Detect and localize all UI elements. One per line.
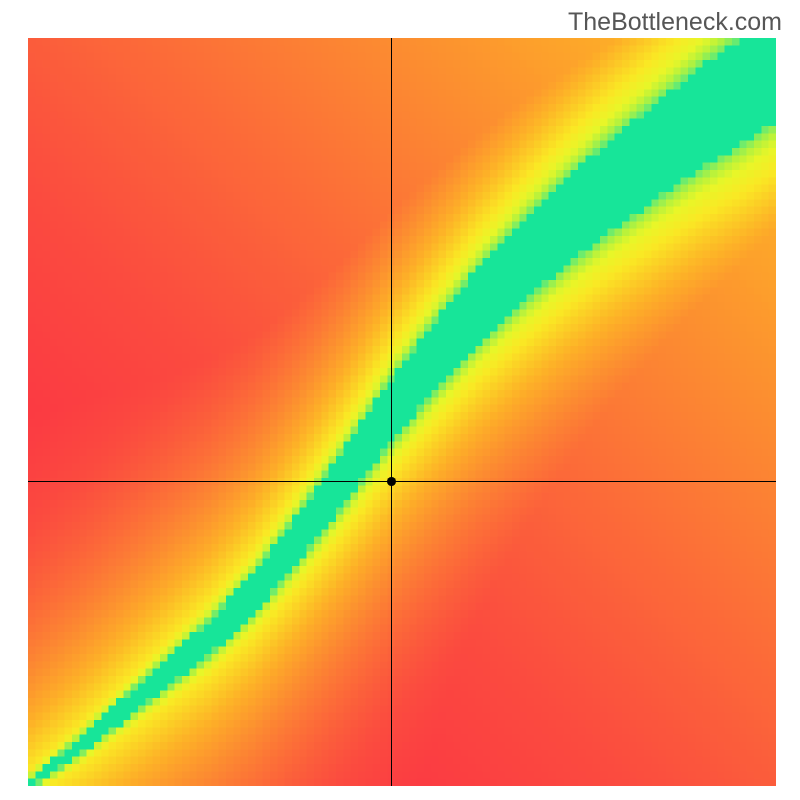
watermark-text: TheBottleneck.com <box>568 8 782 37</box>
crosshair-overlay <box>28 38 776 786</box>
